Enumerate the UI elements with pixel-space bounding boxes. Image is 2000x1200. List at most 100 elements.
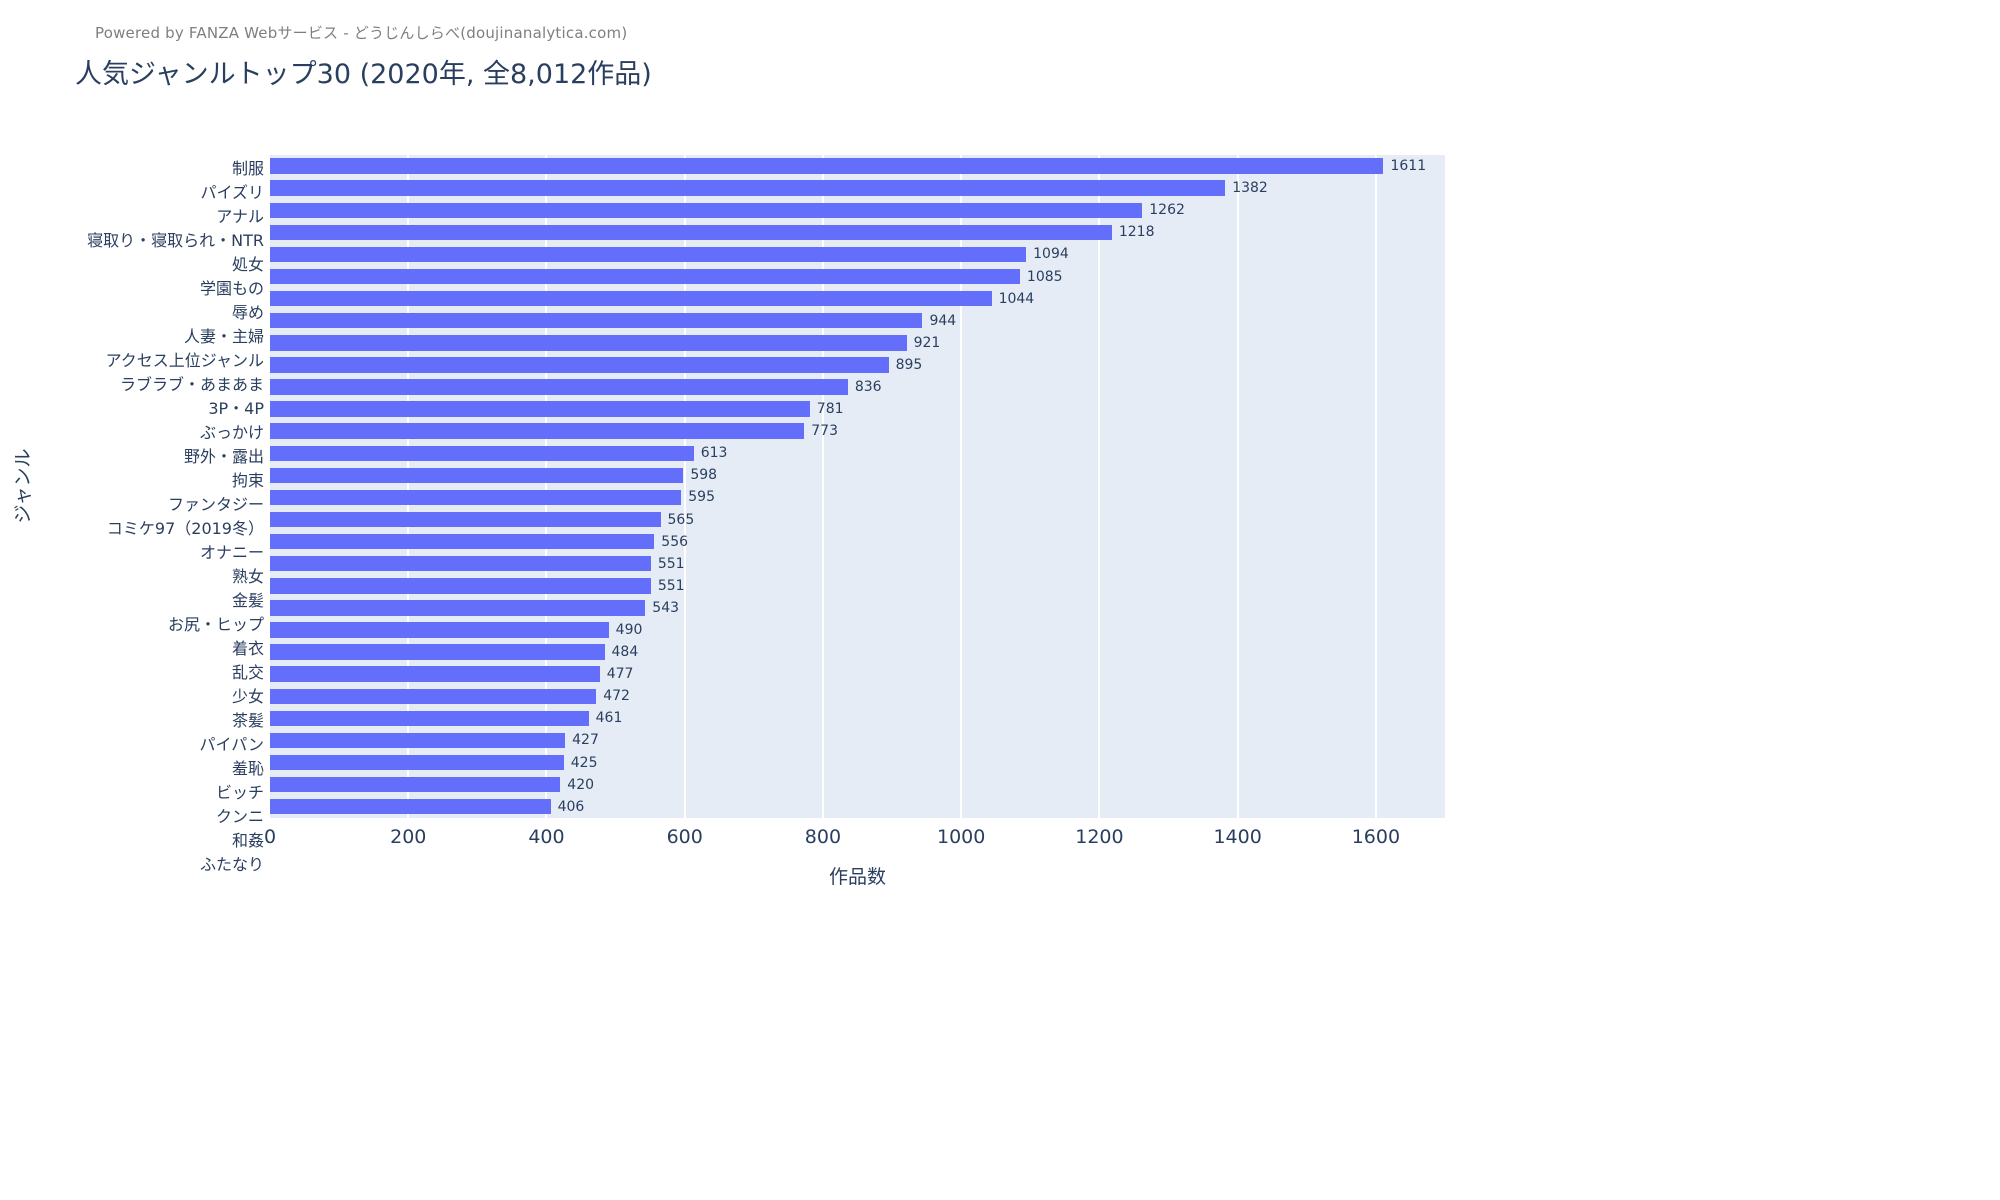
value-label: 613	[700, 445, 728, 462]
category-label: 制服	[231, 159, 264, 178]
category-label: 辱め	[231, 303, 264, 322]
bar-row: 613	[270, 442, 1445, 464]
bar-row: 598	[270, 464, 1445, 486]
bar-人妻・主婦	[270, 312, 923, 329]
bar-row: 1094	[270, 243, 1445, 265]
bar-row: 944	[270, 310, 1445, 332]
bar-3P・4P	[270, 379, 848, 395]
value-label: 477	[606, 666, 634, 683]
category-label: ラブラブ・あまあま	[119, 375, 264, 394]
category-label: 少女	[231, 687, 264, 706]
x-tick-label: 800	[804, 826, 842, 848]
value-label: 598	[690, 467, 718, 484]
value-label: 1382	[1232, 180, 1268, 197]
bar-row: 565	[270, 509, 1445, 531]
gridlines	[270, 155, 1445, 818]
bar-ラブラブ・あまあま	[270, 357, 889, 373]
x-tick-label: 0	[263, 826, 277, 848]
gridline	[1098, 155, 1101, 818]
bar-row: 836	[270, 376, 1445, 398]
gridline	[407, 155, 410, 818]
bar-アナル	[270, 202, 1143, 218]
value-label: 484	[611, 644, 639, 661]
plot-area: 1611 1382 1262 1218 1094 1085 1044 944 921 895 836…	[270, 155, 1445, 818]
bar-処女	[270, 246, 1027, 263]
category-label: 茶髪	[231, 711, 264, 730]
gridline	[683, 155, 686, 818]
category-label: ファンタジー	[167, 495, 264, 514]
category-label: ふたなり	[199, 855, 264, 874]
chart-title: 人気ジャンルトップ30 (2020年, 全8,012作品)	[75, 59, 652, 90]
bar-row: 1262	[270, 199, 1445, 221]
bar-ビッチ	[270, 732, 566, 749]
gridline	[821, 155, 824, 818]
x-axis-title: 作品数	[828, 866, 886, 888]
value-label: 551	[657, 555, 685, 572]
bar-オナニー	[270, 511, 661, 528]
category-label: アクセス上位ジャンル	[105, 351, 264, 370]
category-label: 着衣	[231, 639, 264, 658]
bar-row: 484	[270, 641, 1445, 663]
powered-by-attribution: Powered by FANZA Webサービス - どうじんしらべ(douji…	[95, 24, 628, 42]
bar-row: 551	[270, 575, 1445, 597]
bar-row: 427	[270, 729, 1445, 751]
bar-row: 1611	[270, 155, 1445, 177]
category-label: お尻・ヒップ	[167, 615, 264, 634]
y-axis-category-labels: 制服 パイズリ アナル 寝取り・寝取られ・NTR 処女 学園もの 辱め 人妻・主婦 アクセス上位…	[0, 155, 264, 874]
x-tick-label: 1000	[936, 826, 986, 848]
value-label: 461	[595, 710, 623, 727]
category-label: 人妻・主婦	[183, 327, 264, 346]
x-tick-label: 1200	[1075, 826, 1124, 848]
gridline	[1374, 155, 1377, 818]
category-label: コミケ97（2019冬）	[106, 519, 264, 538]
category-label: 乱交	[231, 663, 264, 682]
gridline	[545, 155, 548, 818]
value-label: 921	[913, 334, 941, 351]
value-label: 556	[661, 533, 689, 550]
bar-row: 461	[270, 707, 1445, 729]
value-label: 1094	[1033, 246, 1069, 263]
bar-rows: 1611 1382 1262 1218 1094 1085 1044 944 921 895 836…	[270, 155, 1445, 818]
bar-コミケ97（2019冬）	[270, 489, 682, 506]
category-label: 和姦	[231, 831, 264, 850]
category-label: 野外・露出	[183, 447, 264, 466]
value-label: 836	[854, 378, 882, 395]
category-label: パイパン	[199, 735, 264, 754]
value-label: 595	[688, 489, 715, 506]
bar-パイズリ	[270, 180, 1226, 196]
bar-row: 477	[270, 663, 1445, 685]
value-label: 944	[929, 312, 957, 329]
bar-row: 551	[270, 553, 1445, 575]
bar-学園もの	[270, 268, 1020, 285]
bar-乱交	[270, 622, 609, 638]
gridline	[1236, 155, 1239, 818]
category-label: 3P・4P	[208, 399, 264, 418]
x-tick-label: 1400	[1213, 826, 1262, 848]
category-label: 羞恥	[231, 759, 264, 778]
bar-ふたなり	[270, 799, 551, 815]
value-label: 425	[570, 754, 598, 771]
bar-row: 543	[270, 597, 1445, 619]
bar-アクセス上位ジャンル	[270, 335, 907, 351]
bar-茶髪	[270, 666, 600, 682]
gridline	[960, 155, 963, 818]
bar-着衣	[270, 600, 646, 616]
value-label: 565	[667, 511, 695, 528]
value-label: 1044	[998, 290, 1035, 307]
x-tick-label: 200	[390, 826, 427, 848]
value-label: 472	[603, 688, 630, 705]
bar-row: 895	[270, 354, 1445, 376]
bar-お尻・ヒップ	[270, 578, 651, 594]
bar-ぶっかけ	[270, 401, 810, 417]
x-tick-label: 600	[666, 826, 703, 848]
bar-row: 1085	[270, 265, 1445, 287]
bar-row: 425	[270, 752, 1445, 774]
bar-熟女	[270, 533, 655, 550]
value-label: 1085	[1026, 268, 1063, 285]
bar-row: 595	[270, 486, 1445, 508]
category-label: オナニー	[199, 543, 264, 562]
bar-野外・露出	[270, 423, 805, 439]
value-label: 1262	[1149, 202, 1185, 219]
bar-制服	[270, 158, 1384, 174]
bar-row: 556	[270, 531, 1445, 553]
